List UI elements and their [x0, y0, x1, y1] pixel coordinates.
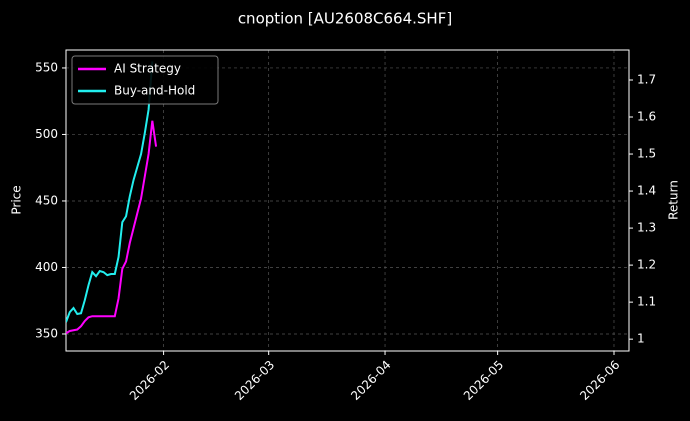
plot-frame [65, 49, 630, 352]
y-tick-label: 450 [35, 193, 58, 207]
y-axis-label: Price [10, 185, 24, 214]
x-tick-label: 2026-03 [232, 358, 277, 403]
legend-box [71, 55, 219, 105]
y2-tick-label: 1.3 [637, 221, 656, 235]
legend-label: Buy-and-Hold [114, 84, 195, 98]
chart-title: cnoption [AU2608C664.SHF] [238, 10, 452, 28]
y-tick-label: 350 [35, 326, 58, 340]
y2-tick-label: 1.4 [637, 184, 656, 198]
x-tick-label: 2026-02 [127, 358, 172, 403]
legend-label: AI Strategy [114, 62, 181, 76]
x-tick-label: 2026-05 [461, 358, 506, 403]
y2-tick-label: 1.1 [637, 295, 656, 309]
series-line [66, 61, 154, 323]
y-tick-label: 400 [35, 260, 58, 274]
y2-tick-label: 1.5 [637, 147, 656, 161]
y-tick-label: 550 [35, 60, 58, 74]
y2-tick-label: 1.7 [637, 72, 656, 86]
y2-tick-label: 1 [637, 332, 645, 346]
y2-tick-label: 1.2 [637, 258, 656, 272]
y-tick-label: 500 [35, 127, 58, 141]
series-line [66, 120, 158, 335]
y2-axis-label: Return [667, 180, 681, 220]
x-tick-label: 2026-04 [348, 358, 393, 403]
x-tick-label: 2026-06 [577, 358, 622, 403]
y2-tick-label: 1.6 [637, 110, 656, 124]
